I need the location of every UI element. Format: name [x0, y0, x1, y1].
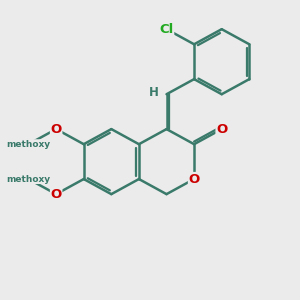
Text: O: O [50, 123, 62, 136]
Text: O: O [188, 172, 200, 185]
Text: Cl: Cl [159, 23, 174, 36]
Text: H: H [148, 86, 158, 99]
Text: O: O [50, 188, 62, 201]
Text: methoxy: methoxy [7, 175, 51, 184]
Text: O: O [216, 123, 227, 136]
Text: methoxy: methoxy [7, 140, 51, 149]
